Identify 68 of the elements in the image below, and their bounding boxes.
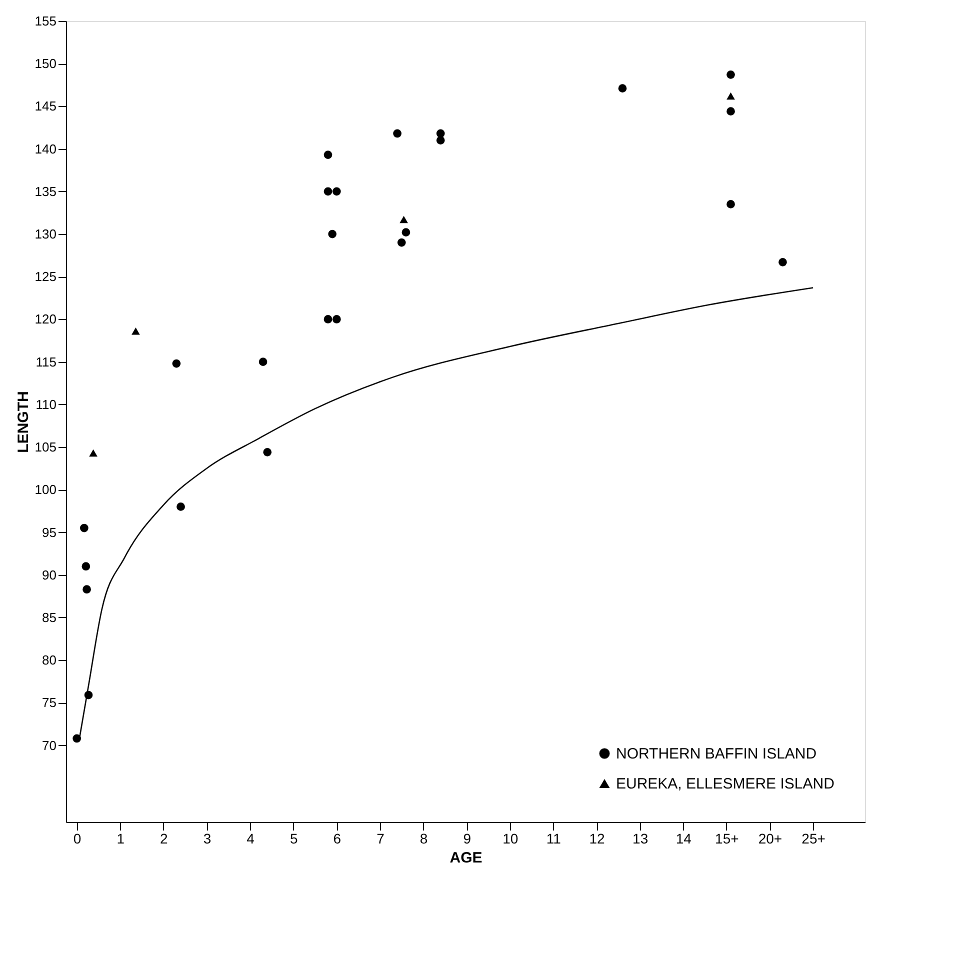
- point: [132, 328, 140, 335]
- x-tick-label: 7: [376, 830, 385, 846]
- x-tick-label: 1: [116, 830, 125, 846]
- point: [82, 562, 90, 571]
- legend-label: EUREKA, ELLESMERE ISLAND: [616, 776, 835, 792]
- x-tick-label: 14: [676, 830, 692, 846]
- point: [258, 358, 268, 366]
- point: [82, 585, 91, 594]
- point: [778, 258, 787, 266]
- x-tick-label: 13: [632, 830, 648, 846]
- y-axis-title: LENGTH: [14, 391, 32, 453]
- y-tick-label: 115: [36, 354, 56, 370]
- point: [72, 734, 82, 743]
- y-tick-label: 110: [36, 396, 56, 412]
- point: [393, 129, 402, 138]
- x-tick-label: 10: [502, 830, 518, 846]
- point: [324, 315, 332, 324]
- point: [332, 315, 341, 324]
- point: [402, 228, 410, 236]
- point: [176, 502, 185, 511]
- x-tick-label: 25+: [802, 830, 826, 846]
- y-tick-label: 130: [34, 226, 56, 242]
- x-tick-label: 3: [203, 830, 212, 846]
- y-tick-label: 85: [42, 610, 56, 625]
- y-tick-label: 145: [34, 98, 56, 114]
- point: [726, 107, 735, 116]
- point: [84, 690, 93, 700]
- x-tick-label: 12: [589, 830, 605, 846]
- point: [726, 92, 735, 100]
- point: [263, 448, 272, 456]
- x-axis-title: AGE: [450, 850, 482, 866]
- x-tick-label: 4: [246, 830, 255, 846]
- x-tick-label: 15+: [715, 830, 739, 846]
- point: [332, 187, 341, 196]
- x-tick-label: 6: [333, 830, 342, 846]
- x-tick-label: 9: [463, 830, 472, 846]
- y-tick-label: 80: [42, 652, 56, 668]
- point: [726, 200, 735, 208]
- point: [436, 136, 445, 144]
- x-tick-label: 20+: [758, 830, 782, 846]
- point: [618, 84, 627, 92]
- y-tick-label: 75: [42, 695, 56, 710]
- x-tick-label: 0: [73, 830, 82, 846]
- point: [324, 187, 332, 196]
- point: [400, 216, 408, 224]
- y-tick-label: 90: [42, 567, 56, 582]
- point: [172, 359, 181, 368]
- y-tick-label: 105: [34, 440, 56, 455]
- y-tick-label: 155: [34, 14, 56, 28]
- legend-label: NORTHERN BAFFIN ISLAND: [616, 746, 817, 762]
- point: [726, 70, 735, 79]
- y-tick-label: 150: [34, 56, 56, 72]
- y-tick-label: 100: [34, 482, 56, 498]
- y-tick-label: 95: [42, 524, 56, 540]
- point: [89, 449, 98, 457]
- x-tick-label: 8: [420, 830, 428, 846]
- point: [397, 238, 406, 247]
- x-tick-label: 5: [290, 830, 298, 846]
- point: [80, 524, 88, 532]
- y-tick-label: 125: [34, 269, 56, 284]
- y-tick-label: 140: [34, 141, 56, 156]
- x-tick-label: 2: [160, 830, 168, 846]
- point: [328, 230, 337, 238]
- x-tick-label: 11: [546, 830, 562, 846]
- y-tick-label: 135: [34, 184, 56, 199]
- y-tick-label: 70: [42, 738, 56, 753]
- y-tick-label: 120: [34, 312, 56, 327]
- point: [324, 150, 332, 159]
